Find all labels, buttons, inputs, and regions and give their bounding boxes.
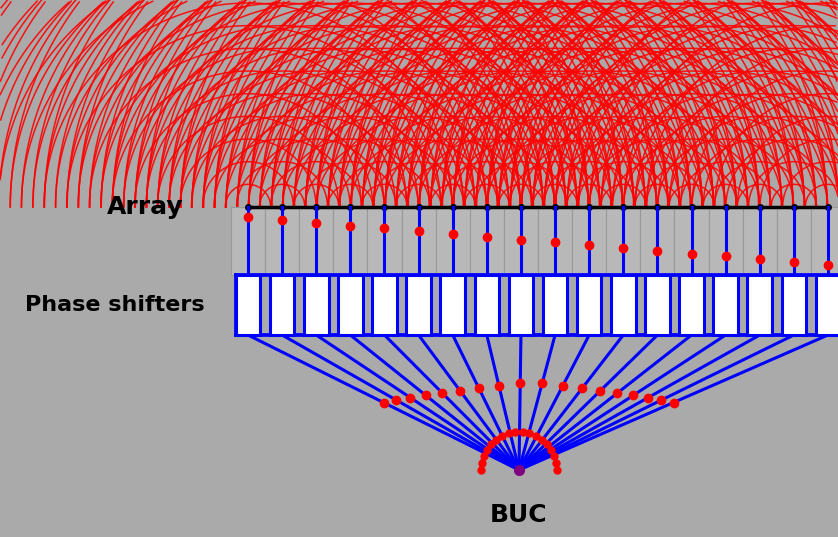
Bar bbox=[367, 207, 401, 275]
Bar bbox=[265, 207, 299, 275]
Bar bbox=[747, 275, 772, 335]
Bar bbox=[406, 275, 431, 335]
Text: Array: Array bbox=[106, 195, 184, 219]
Bar bbox=[811, 207, 838, 275]
Bar bbox=[680, 275, 704, 335]
Bar bbox=[270, 275, 294, 335]
Bar bbox=[304, 275, 328, 335]
Bar bbox=[640, 207, 675, 275]
Bar bbox=[231, 207, 265, 275]
Bar bbox=[709, 207, 742, 275]
Bar bbox=[436, 207, 470, 275]
Bar bbox=[474, 275, 499, 335]
Bar bbox=[509, 275, 533, 335]
Bar bbox=[543, 275, 567, 335]
Bar bbox=[572, 207, 606, 275]
Bar bbox=[334, 207, 367, 275]
Bar bbox=[538, 207, 572, 275]
Text: BUC: BUC bbox=[490, 503, 548, 527]
Bar bbox=[782, 275, 806, 335]
Bar bbox=[577, 275, 602, 335]
Bar bbox=[441, 275, 465, 335]
Bar bbox=[235, 275, 261, 335]
Bar bbox=[645, 275, 670, 335]
Bar bbox=[401, 207, 436, 275]
Bar bbox=[815, 275, 838, 335]
Bar bbox=[231, 207, 838, 275]
Text: Phase shifters: Phase shifters bbox=[25, 295, 204, 315]
Bar bbox=[504, 207, 538, 275]
Bar bbox=[338, 275, 363, 335]
Bar bbox=[611, 275, 635, 335]
Bar bbox=[777, 207, 811, 275]
Bar bbox=[675, 207, 709, 275]
Bar bbox=[742, 207, 777, 275]
Bar bbox=[606, 207, 640, 275]
Bar bbox=[470, 207, 504, 275]
Bar bbox=[713, 275, 738, 335]
Bar bbox=[372, 275, 396, 335]
Bar bbox=[299, 207, 334, 275]
